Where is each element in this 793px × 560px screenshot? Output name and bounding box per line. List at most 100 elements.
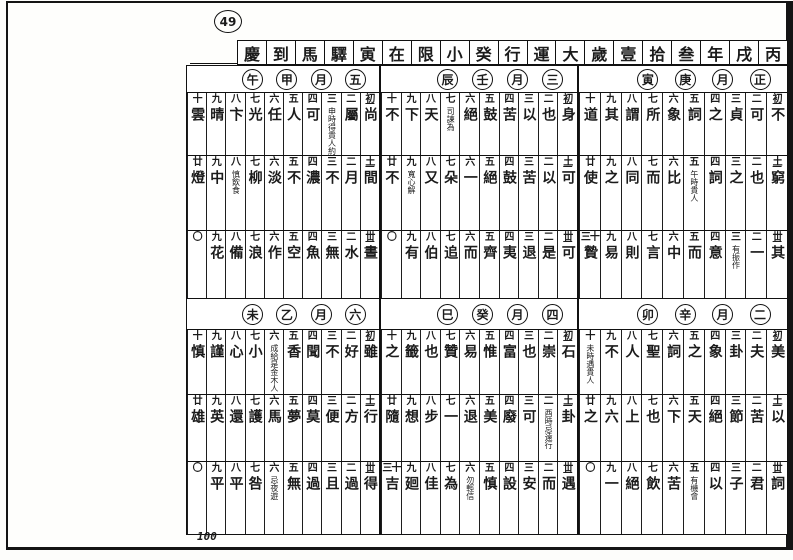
- month-header-三月壬辰: 辰壬月三: [379, 66, 577, 92]
- day-number: 八: [426, 331, 436, 342]
- month-header-circle: 月: [712, 68, 734, 90]
- day-number: 四: [504, 331, 514, 342]
- day-number: 九: [606, 331, 616, 342]
- day-text: 也: [644, 409, 661, 423]
- month-block-正月庚寅: 土窮二也三之四詞五午時貴人六比七而八同九之廿使: [577, 156, 787, 230]
- day-cell: 〇: [186, 231, 206, 298]
- day-text: 一: [748, 245, 765, 259]
- day-cell: 四以: [703, 462, 725, 534]
- month-block-三月壬辰: 丗可二是三退四夷五齊六而七追八伯九有〇: [379, 231, 577, 298]
- day-cell: 〇: [186, 462, 206, 534]
- day-number: 九: [211, 463, 222, 474]
- day-text: 絕: [623, 476, 640, 490]
- day-text: 下: [402, 107, 419, 121]
- day-cell: 七而: [641, 156, 662, 230]
- day-text: 尚: [361, 107, 378, 121]
- title-char: 在: [381, 41, 411, 64]
- day-text: 卦: [727, 344, 744, 358]
- day-text: 雲: [189, 107, 206, 121]
- day-cell: 五空: [282, 231, 302, 298]
- day-number: 二: [346, 157, 356, 168]
- day-cell: 八上: [620, 395, 642, 461]
- day-cell: 五而: [683, 231, 704, 298]
- day-cell: 廿隨: [381, 395, 401, 461]
- day-cell: 土間: [359, 156, 379, 230]
- day-number: 七: [647, 232, 658, 243]
- day-number: 四: [504, 396, 514, 407]
- day-number: 六: [465, 232, 475, 243]
- month-header-二月辛卯: 卯辛月二: [577, 299, 787, 329]
- day-cell: 二苦: [745, 395, 766, 461]
- month-header-circle: 二: [749, 303, 771, 325]
- day-text: 其: [769, 245, 786, 259]
- day-cell: 六絕: [459, 93, 479, 155]
- day-text: 齊: [481, 245, 498, 259]
- day-number: 三: [524, 463, 534, 474]
- day-number: 初: [365, 331, 375, 342]
- day-cell: 四鼓: [498, 156, 519, 230]
- day-text: 之: [727, 170, 744, 184]
- month-header-circle: 寅: [637, 68, 659, 90]
- day-cell: 四聞: [302, 330, 321, 394]
- day-number: 丗: [563, 232, 573, 243]
- day-number: 六: [668, 463, 679, 474]
- day-number: 三: [524, 331, 534, 342]
- day-cell: 九籤: [400, 330, 421, 394]
- day-cell: 二也: [537, 93, 558, 155]
- day-text: 鼓: [481, 107, 498, 121]
- day-number: 二: [346, 463, 356, 474]
- day-number: 〇: [192, 232, 203, 243]
- day-text: 意: [706, 245, 723, 259]
- day-number: 九: [211, 396, 222, 407]
- month-header-circle: 三: [542, 68, 563, 90]
- day-text: 夷: [500, 245, 517, 259]
- day-text: 小: [246, 344, 263, 358]
- day-text: 心: [227, 344, 244, 358]
- day-number: 九: [406, 331, 416, 342]
- day-text: 夫: [748, 344, 765, 358]
- day-cell: 廿燈: [186, 156, 206, 230]
- day-number: 九: [606, 94, 616, 105]
- title-char: 拾: [642, 41, 671, 64]
- day-text: 也: [540, 107, 557, 121]
- day-text: 英: [208, 409, 225, 423]
- day-text: 使: [581, 170, 598, 184]
- day-text: 屬: [342, 107, 359, 121]
- day-cell: 四莫: [302, 395, 321, 461]
- day-cell: 土卦: [557, 395, 577, 461]
- day-cell: 二屬: [340, 93, 360, 155]
- day-number: 四: [710, 331, 720, 342]
- day-text: 之: [706, 107, 723, 121]
- day-text: 追: [442, 245, 459, 259]
- day-cell: 五無: [282, 462, 302, 534]
- month-header-circle: 月: [310, 68, 332, 90]
- day-number: 八: [230, 463, 241, 474]
- day-cell: 二君: [745, 462, 766, 534]
- day-number: 六: [668, 396, 679, 407]
- day-cell: 〇: [381, 231, 401, 298]
- day-cell: 八天: [420, 93, 440, 155]
- day-number: 五: [288, 396, 299, 407]
- month-header-circle: 癸: [472, 303, 493, 325]
- page-number: 100: [197, 530, 217, 543]
- day-cell: 八慎飲食: [225, 156, 244, 230]
- day-cell: 初雖: [359, 330, 379, 394]
- day-number: 三: [731, 396, 741, 407]
- day-cell: 七聖: [641, 330, 662, 394]
- day-number: 十: [386, 331, 397, 342]
- day-number: 九: [406, 232, 416, 243]
- day-number: 廿: [192, 396, 203, 407]
- day-cell: 四象: [703, 330, 725, 394]
- day-text: 淡: [265, 170, 282, 184]
- day-number: 八: [230, 331, 241, 342]
- day-cell: 三十贄: [579, 231, 600, 298]
- day-number: 六: [465, 463, 475, 474]
- day-cell: 三卦: [724, 330, 746, 394]
- day-number: 三: [731, 157, 741, 168]
- day-number: 九: [606, 396, 616, 407]
- day-number: 廿: [585, 157, 595, 168]
- day-text: 安: [520, 476, 537, 490]
- day-text: 君: [748, 476, 765, 490]
- day-text: 天: [685, 409, 702, 423]
- month-block-正月庚寅: 初不二可三貞四之五詞六象七所八謂九其十道: [577, 93, 787, 155]
